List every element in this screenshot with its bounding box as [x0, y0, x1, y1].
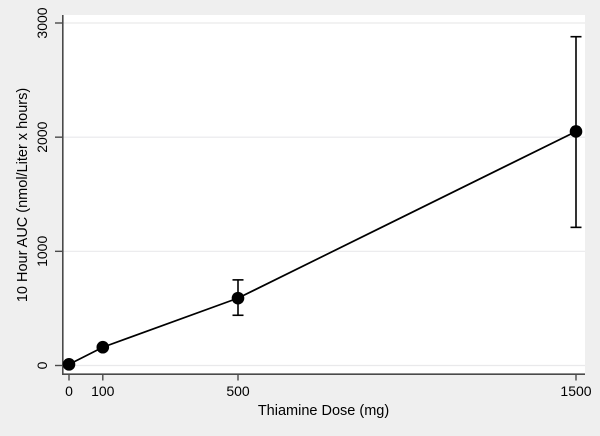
y-tick-label-1000: 1000	[34, 236, 50, 267]
y-tick-label-0: 0	[34, 361, 50, 369]
series-line	[68, 130, 577, 366]
data-point-marker-0	[62, 358, 76, 371]
x-tick-label-0: 0	[65, 383, 73, 399]
data-point-marker-500	[231, 291, 245, 305]
x-tick-label-500: 500	[226, 383, 250, 399]
data-point-marker-1500	[569, 125, 583, 138]
data-point-marker-100	[96, 340, 110, 354]
plot-area	[62, 15, 585, 375]
y-axis-title: 10 Hour AUC (nmol/Liter x hours)	[15, 88, 31, 302]
y-tick-label-3000: 3000	[34, 7, 50, 38]
x-axis-title: Thiamine Dose (mg)	[258, 403, 389, 419]
x-tick-label-100: 100	[91, 383, 115, 399]
y-tick-label-2000: 2000	[34, 121, 50, 152]
x-tick-label-1500: 1500	[560, 383, 591, 399]
